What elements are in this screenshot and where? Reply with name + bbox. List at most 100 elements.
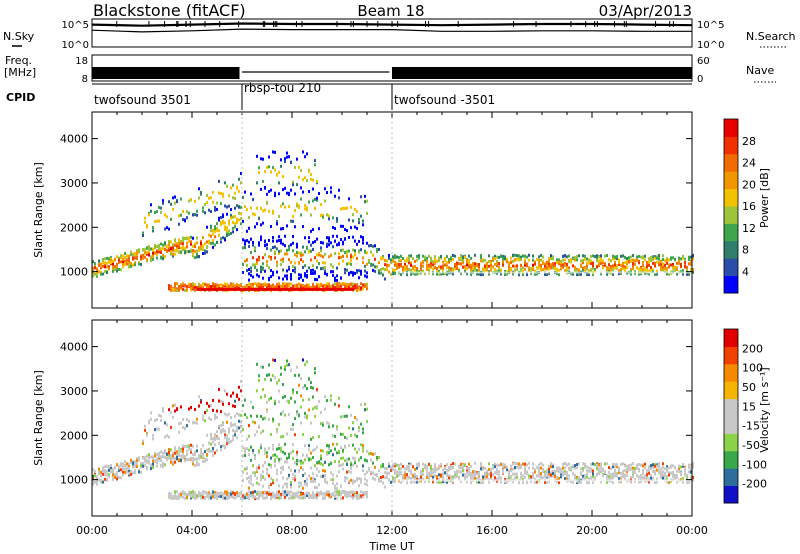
velocity-echo-cell [284, 460, 286, 464]
velocity-echo-cell [310, 437, 312, 441]
velocity-echo-cell [152, 455, 154, 459]
velocity-echo-cell [224, 444, 226, 448]
power-echo-cell [238, 189, 240, 193]
power-echo-cell [216, 222, 218, 226]
power-echo-cell [114, 264, 116, 268]
velocity-echo-cell [266, 451, 268, 455]
velocity-echo-cell [188, 458, 190, 462]
power-echo-cell [418, 256, 420, 260]
power-echo-cell [346, 283, 348, 287]
velocity-echo-cell [264, 491, 266, 495]
power-echo-cell [418, 254, 420, 258]
power-echo-cell [340, 284, 342, 288]
power-echo-cell [586, 267, 588, 271]
power-echo-cell [284, 234, 286, 238]
velocity-echo-cell [194, 464, 196, 468]
velocity-echo-cell [524, 462, 526, 466]
power-echo-cell [264, 253, 266, 257]
velocity-echo-cell [132, 465, 134, 469]
power-echo-cell [180, 240, 182, 244]
velocity-echo-cell [314, 405, 316, 409]
velocity-echo-cell [442, 480, 444, 484]
velocity-echo-cell [158, 458, 160, 462]
velocity-echo-cell [252, 451, 254, 455]
power-echo-cell [328, 282, 330, 286]
power-echo-cell [192, 282, 194, 286]
velocity-echo-cell [112, 477, 114, 481]
power-echo-cell [470, 265, 472, 269]
velocity-echo-cell [250, 491, 252, 495]
velocity-echo-cell [668, 466, 670, 470]
velocity-echo-cell [222, 496, 224, 500]
power-echo-cell [328, 236, 330, 240]
velocity-echo-cell [646, 470, 648, 474]
power-echo-cell [112, 266, 114, 270]
velocity-echo-cell [572, 472, 574, 476]
velocity-echo-cell [508, 473, 510, 477]
power-echo-cell [346, 255, 348, 259]
power-echo-cell [170, 202, 172, 206]
power-echo-cell [230, 186, 232, 190]
velocity-echo-cell [256, 389, 258, 393]
velocity-echo-cell [280, 492, 282, 496]
power-echo-cell [298, 251, 300, 255]
velocity-echo-cell [200, 398, 202, 402]
velocity-echo-cell [250, 458, 252, 462]
power-echo-cell [400, 264, 402, 268]
velocity-echo-cell [150, 417, 152, 421]
power-echo-cell [646, 269, 648, 273]
velocity-echo-cell [178, 430, 180, 434]
velocity-echo-cell [546, 474, 548, 478]
power-echo-cell [600, 254, 602, 258]
velocity-echo-cell [248, 448, 250, 452]
velocity-echo-cell [238, 492, 240, 496]
power-echo-cell [604, 262, 606, 266]
velocity-echo-cell [172, 462, 174, 466]
power-echo-cell [436, 267, 438, 271]
velocity-echo-cell [542, 476, 544, 480]
velocity-echo-cell [584, 473, 586, 477]
velocity-echo-cell [346, 437, 348, 441]
power-echo-cell [408, 261, 410, 265]
velocity-echo-cell [236, 429, 238, 433]
power-echo-cell [230, 231, 232, 235]
power-echo-cell [210, 196, 212, 200]
power-echo-cell [182, 218, 184, 222]
power-echo-cell [158, 250, 160, 254]
velocity-echo-cell [386, 471, 388, 475]
frequency-panel: Freq. [MHz] 18 8 60 0 Nave [4, 54, 776, 85]
velocity-echo-cell [582, 462, 584, 466]
velocity-echo-cell [410, 469, 412, 473]
velocity-echo-cell [182, 456, 184, 460]
velocity-echo-cell [200, 451, 202, 455]
velocity-echo-cell [296, 494, 298, 498]
power-echo-cell [366, 262, 368, 266]
power-echo-cell [514, 270, 516, 274]
power-echo-cell [184, 247, 186, 251]
velocity-echo-cell [414, 477, 416, 481]
velocity-echo-cell [188, 490, 190, 494]
power-echo-cell [94, 266, 96, 270]
velocity-echo-cell [346, 476, 348, 480]
velocity-echo-cell [564, 466, 566, 470]
velocity-echo-cell [650, 464, 652, 468]
velocity-echo-cell [400, 467, 402, 471]
power-echo-cell [242, 246, 244, 250]
velocity-echo-cell [340, 492, 342, 496]
velocity-echo-cell [166, 457, 168, 461]
velocity-echo-cell [666, 465, 668, 469]
velocity-echo-cell [242, 471, 244, 475]
velocity-echo-cell [372, 461, 374, 465]
velocity-echo-cell [232, 429, 234, 433]
power-echo-cell [662, 268, 664, 272]
velocity-echo-cell [236, 412, 238, 416]
power-echo-cell [550, 265, 552, 269]
velocity-echo-cell [362, 464, 364, 468]
power-echo-cell [364, 274, 366, 278]
velocity-echo-cell [540, 461, 542, 465]
velocity-echo-cell [102, 472, 104, 476]
velocity-echo-cell [550, 473, 552, 477]
power-echo-cell [254, 266, 256, 270]
velocity-echo-cell [414, 473, 416, 477]
velocity-echo-cell [374, 452, 376, 456]
